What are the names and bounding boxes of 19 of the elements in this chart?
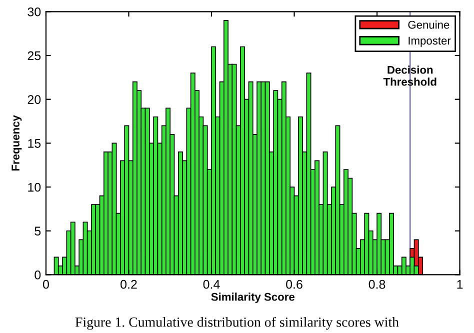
legend-label: Imposter bbox=[408, 36, 451, 47]
legend-label: Genuine bbox=[408, 20, 450, 29]
y-tick-label: 15 bbox=[28, 139, 41, 148]
y-axis-title: Frequency bbox=[12, 115, 22, 171]
x-tick-label: 0.6 bbox=[286, 280, 302, 289]
y-tick-label: 0 bbox=[34, 270, 41, 280]
x-axis-title: Similarity Score bbox=[211, 292, 294, 303]
x-tick-label: 0.8 bbox=[368, 280, 386, 289]
y-tick-label: 5 bbox=[34, 226, 41, 236]
ref-line-label: Decision Threshold bbox=[383, 66, 436, 86]
caption: Figure 1. Cumulative distribution of similarity scores with bbox=[75, 316, 399, 330]
y-tick-label: 10 bbox=[28, 182, 41, 192]
x-tick-label: 0 bbox=[42, 280, 49, 289]
x-tick-label: 0.4 bbox=[203, 280, 220, 289]
x-tick-label: 1 bbox=[457, 280, 463, 289]
y-tick-label: 25 bbox=[28, 51, 41, 60]
x-tick-label: 0.2 bbox=[120, 280, 137, 289]
y-tick-label: 30 bbox=[28, 7, 41, 16]
y-tick-label: 20 bbox=[28, 95, 41, 104]
